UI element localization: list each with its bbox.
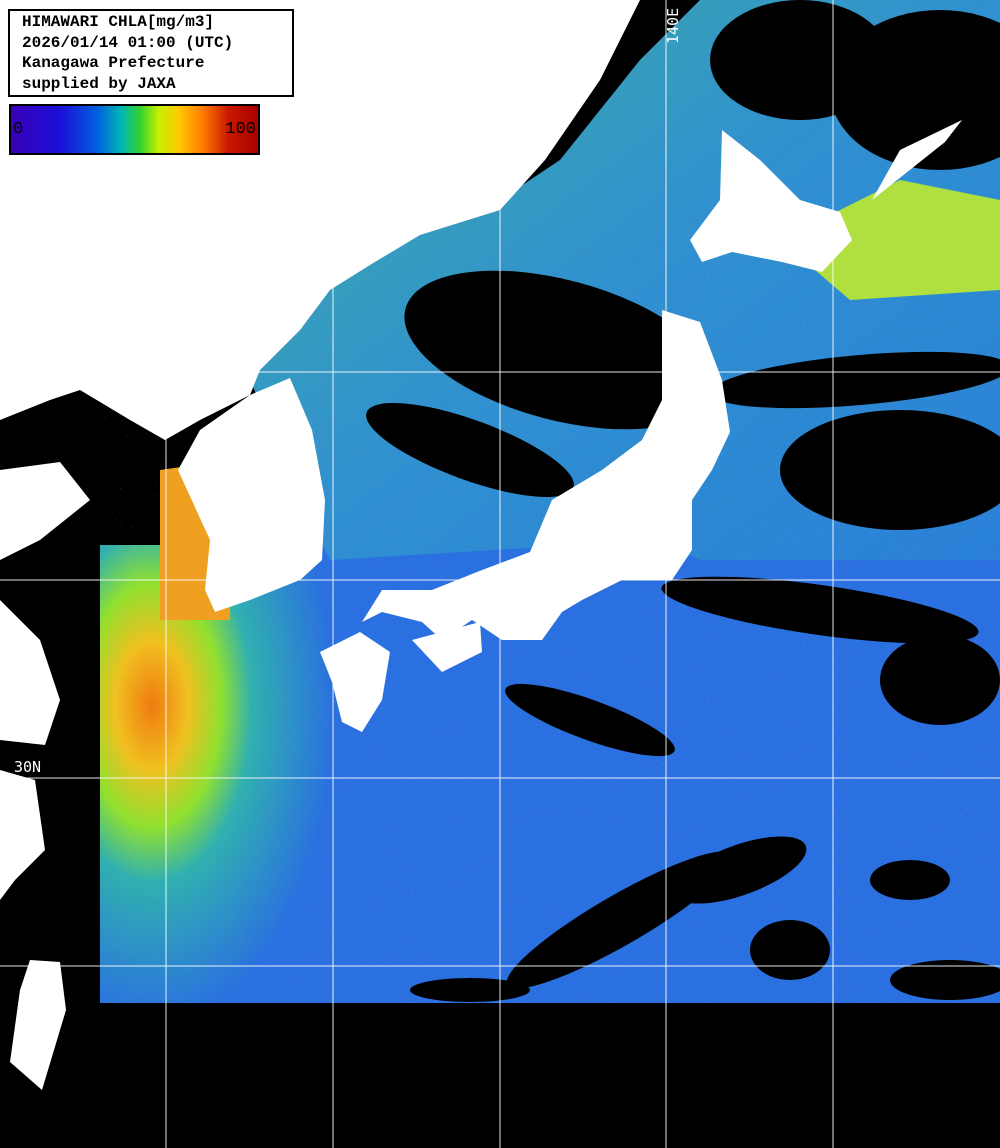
lon-label-140e: 140E bbox=[664, 7, 682, 44]
cloud-mask bbox=[366, 0, 1000, 1002]
colorbar-max-label: 100 bbox=[225, 120, 256, 139]
lat-label-30n: 30N bbox=[14, 758, 42, 776]
land-sado bbox=[398, 127, 426, 163]
land-china-coast-1 bbox=[0, 462, 90, 560]
land-taiwan bbox=[10, 960, 66, 1090]
colorbar-legend: 0 100 bbox=[9, 104, 260, 155]
title-credit: supplied by JAXA bbox=[22, 74, 176, 93]
land-china-coast-2 bbox=[0, 600, 60, 745]
land-korea bbox=[178, 378, 325, 612]
title-datetime: 2026/01/14 01:00 (UTC) bbox=[22, 33, 234, 52]
title-box: HIMAWARI CHLA[mg/m3] 2026/01/14 01:00 (U… bbox=[8, 9, 294, 97]
land-china-coast-3 bbox=[0, 770, 45, 900]
lat-label-40n: 40N bbox=[14, 351, 42, 369]
title-product: HIMAWARI CHLA[mg/m3] bbox=[22, 13, 215, 31]
title-organization: Kanagawa Prefecture bbox=[22, 54, 205, 72]
land-honshu bbox=[362, 310, 730, 640]
land-kyushu bbox=[320, 632, 390, 732]
land-shikoku bbox=[412, 622, 482, 672]
land-hokkaido bbox=[690, 130, 852, 272]
land-sakhalin-kuril bbox=[872, 120, 962, 200]
colorbar-min-label: 0 bbox=[13, 120, 24, 139]
